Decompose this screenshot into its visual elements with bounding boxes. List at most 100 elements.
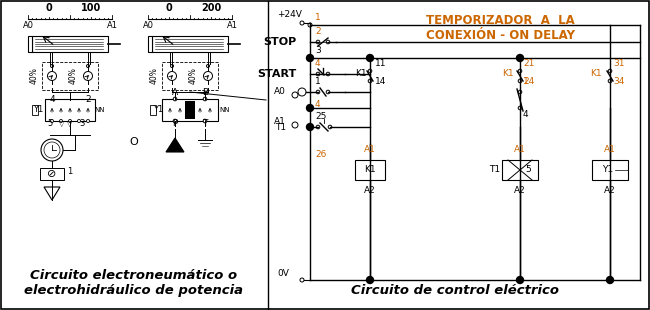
Text: A1: A1	[226, 21, 237, 30]
Circle shape	[86, 119, 90, 122]
Circle shape	[77, 119, 81, 122]
Circle shape	[608, 69, 612, 73]
Circle shape	[168, 72, 177, 81]
Text: A1: A1	[107, 21, 118, 30]
Circle shape	[518, 79, 522, 83]
Circle shape	[518, 69, 522, 73]
Circle shape	[41, 139, 63, 161]
Circle shape	[316, 125, 320, 129]
Text: K1: K1	[502, 69, 514, 78]
Text: 2: 2	[85, 95, 91, 104]
Text: NN: NN	[220, 107, 230, 113]
Text: 40%: 40%	[150, 68, 159, 84]
Text: 34: 34	[613, 77, 625, 86]
Bar	[185, 101, 195, 119]
Circle shape	[60, 119, 62, 122]
Circle shape	[292, 92, 298, 98]
Text: 40%: 40%	[189, 68, 198, 84]
Text: 4: 4	[315, 59, 320, 68]
Circle shape	[307, 104, 313, 112]
Circle shape	[300, 278, 304, 282]
Circle shape	[203, 119, 207, 123]
Bar	[45, 99, 95, 121]
Text: 0V: 0V	[277, 269, 289, 278]
Text: 24: 24	[523, 77, 534, 86]
Circle shape	[300, 21, 304, 25]
Text: 40%: 40%	[69, 68, 78, 84]
Circle shape	[51, 64, 53, 68]
Circle shape	[316, 72, 320, 76]
Circle shape	[292, 122, 298, 128]
Text: A: A	[172, 88, 178, 97]
Polygon shape	[166, 138, 184, 152]
Text: P: P	[172, 119, 177, 128]
Circle shape	[367, 55, 374, 61]
Text: 1: 1	[315, 77, 320, 86]
Bar	[162, 62, 218, 90]
Text: 5: 5	[525, 166, 531, 175]
Text: Circuito de control eléctrico: Circuito de control eléctrico	[351, 284, 559, 297]
Text: 11: 11	[375, 59, 387, 68]
Text: A2: A2	[364, 186, 376, 195]
Text: ▽: ▽	[59, 121, 65, 127]
Circle shape	[326, 40, 330, 44]
Text: A0: A0	[142, 21, 153, 30]
Text: 21: 21	[523, 59, 534, 68]
Text: ▽: ▽	[68, 121, 73, 127]
Text: 200: 200	[201, 3, 221, 13]
Bar	[162, 99, 218, 121]
Bar	[592, 160, 628, 180]
Text: A1: A1	[604, 145, 616, 154]
Text: T1: T1	[275, 122, 286, 131]
Text: START: START	[257, 69, 296, 79]
Text: B: B	[202, 88, 208, 97]
Text: 1: 1	[67, 167, 72, 176]
Bar	[148, 36, 152, 52]
Circle shape	[173, 97, 177, 101]
Circle shape	[47, 72, 57, 81]
Circle shape	[368, 69, 372, 73]
Text: A2: A2	[604, 186, 616, 195]
Circle shape	[316, 90, 320, 94]
Circle shape	[606, 277, 614, 284]
Circle shape	[367, 277, 374, 284]
Text: 0: 0	[46, 3, 53, 13]
Text: 100: 100	[81, 3, 101, 13]
Text: TEMPORIZADOR  A  LA
CONEXIÓN - ON DELAY: TEMPORIZADOR A LA CONEXIÓN - ON DELAY	[426, 14, 575, 42]
Text: A2: A2	[514, 186, 526, 195]
Circle shape	[68, 119, 72, 122]
Text: K1: K1	[590, 69, 602, 78]
Text: A0: A0	[274, 87, 286, 96]
Text: Y1: Y1	[33, 105, 43, 114]
Text: 1: 1	[523, 77, 528, 86]
Text: 4: 4	[523, 110, 528, 119]
Circle shape	[44, 142, 60, 158]
Bar	[152, 36, 228, 52]
Circle shape	[608, 79, 612, 83]
Circle shape	[170, 64, 174, 68]
Bar	[28, 36, 32, 52]
Text: 5: 5	[47, 119, 53, 128]
Circle shape	[51, 119, 53, 122]
Bar	[32, 105, 38, 115]
Text: 31: 31	[613, 59, 625, 68]
Text: 2: 2	[315, 27, 320, 36]
Bar	[40, 168, 64, 180]
Bar	[42, 62, 98, 90]
Circle shape	[517, 277, 523, 284]
Text: K1: K1	[364, 166, 376, 175]
Text: 1: 1	[315, 13, 320, 22]
Text: 0: 0	[166, 3, 172, 13]
Bar	[502, 160, 538, 180]
Text: T1: T1	[489, 166, 500, 175]
Circle shape	[518, 106, 522, 110]
Circle shape	[518, 90, 522, 94]
Circle shape	[307, 123, 313, 131]
Text: O: O	[129, 137, 138, 147]
Circle shape	[326, 90, 330, 94]
Circle shape	[308, 23, 312, 27]
Text: Circuito electroneumático o
electrohidráulico de potencia: Circuito electroneumático o electrohidrá…	[25, 269, 244, 297]
Text: 25: 25	[315, 112, 326, 121]
Text: A1: A1	[514, 145, 526, 154]
Circle shape	[207, 64, 209, 68]
